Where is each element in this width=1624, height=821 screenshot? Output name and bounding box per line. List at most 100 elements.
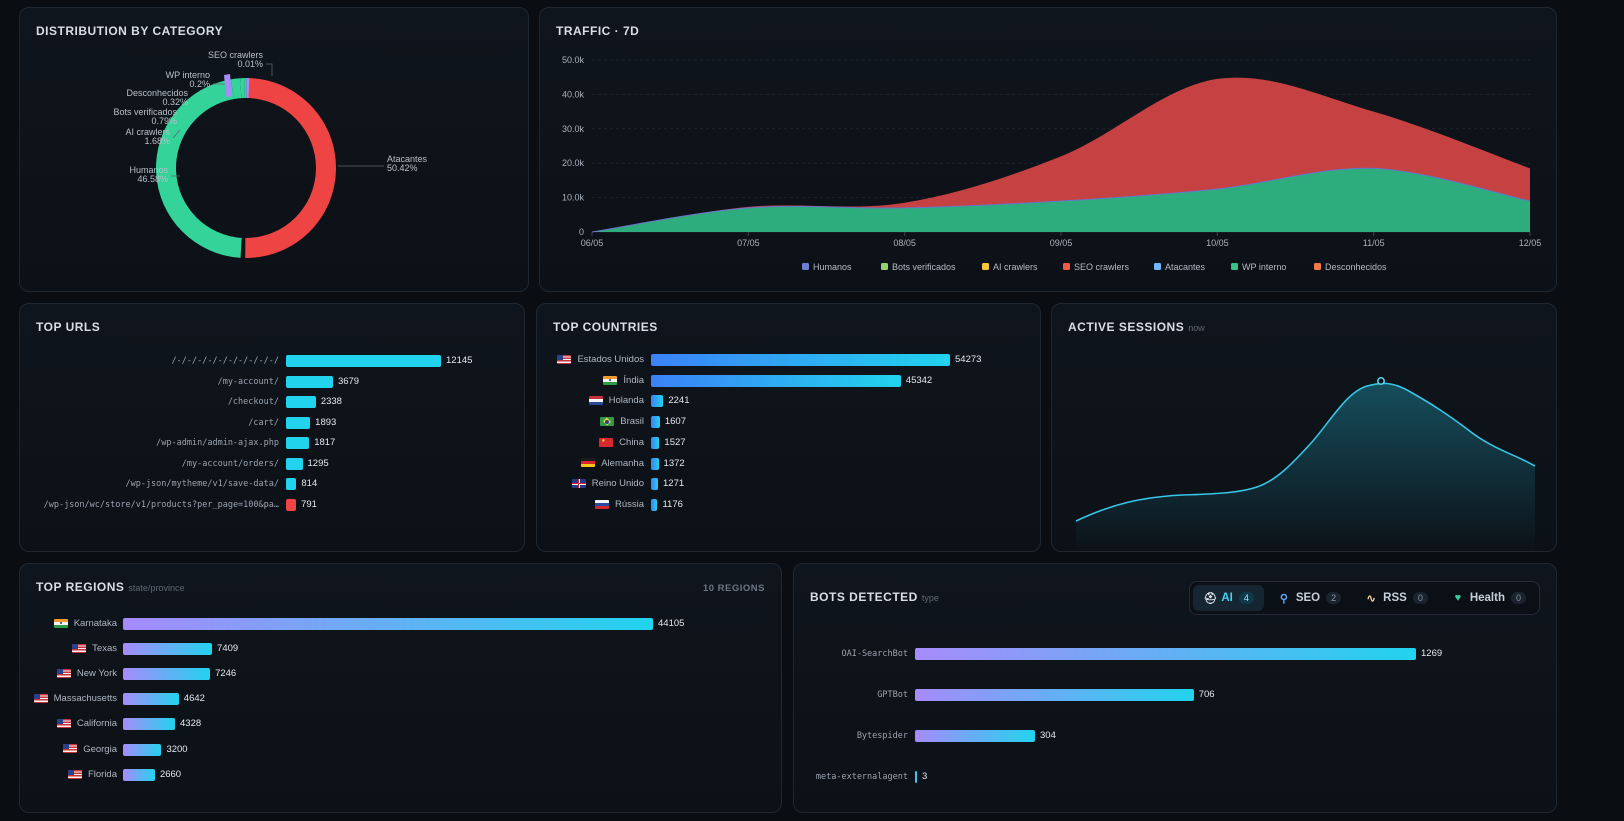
url-row[interactable]: /wp-json/mytheme/v1/save-data/814 [20,477,524,491]
country-row[interactable]: Índia 45342 [537,374,1040,388]
bot-row[interactable]: Bytespider 304 [794,729,1556,743]
bots-title: BOTS DETECTED type [810,590,939,604]
slice-desconhecidos[interactable] [244,78,247,99]
url-row[interactable]: /-/-/-/-/-/-/-/-/-/-/ 12145 [20,354,524,368]
traffic-legend-item[interactable]: WP interno [1231,262,1286,272]
traffic-x-tick: 11/05 [1363,238,1385,248]
flag-us-icon [56,669,71,679]
region-row[interactable]: Massachusetts 4642 [20,692,781,706]
donut-label-pct: 46.58% [137,174,168,184]
url-row[interactable]: /wp-json/wc/store/v1/products?per_page=1… [20,498,524,512]
slice-humanos[interactable] [155,79,242,258]
country-row[interactable]: Brasil 1607 [537,415,1040,429]
tab-rss[interactable]: ∿ RSS 0 [1355,585,1438,611]
distribution-panel: DISTRIBUTION BY CATEGORY SEO crawlers 0.0… [19,7,529,292]
traffic-legend-item[interactable]: Desconhecidos [1314,262,1387,272]
region-row-text: Karnataka [73,618,117,629]
rss-icon: ∿ [1366,592,1376,605]
url-row-value: 1893 [315,416,337,428]
country-row-text: Brasil [620,416,644,428]
donut-leader-line [266,63,273,76]
slice-seo-crawlers[interactable] [247,78,250,99]
traffic-area-wp-interno[interactable] [592,168,1530,232]
active-sessions-title-text: ACTIVE SESSIONS [1068,320,1185,334]
url-row-label: /-/-/-/-/-/-/-/-/-/-/ [20,354,279,368]
top-regions-count: 10 REGIONS [702,583,765,594]
slice-ai-crawlers[interactable] [230,78,242,100]
country-row-label: ★ China [537,436,644,450]
sessions-peak-point[interactable] [1377,377,1385,385]
legend-label: Atacantes [1165,262,1206,272]
region-row-label: Georgia [20,743,117,757]
traffic-legend-item[interactable]: Atacantes [1154,262,1206,272]
flag-nl-icon [588,396,603,406]
region-row-text: Texas [92,643,117,655]
traffic-legend-item[interactable]: Bots verificados [881,262,956,272]
slice-bots-verificados[interactable] [240,78,245,99]
heart-icon: ♥ [1454,592,1462,604]
tab-count-badge: 2 [1326,592,1342,604]
traffic-y-tick: 0 [579,227,584,237]
url-row-text: /wp-admin/admin-ajax.php [156,438,279,448]
region-row-text: New York [76,668,117,680]
url-row-bar [286,478,297,490]
country-row-value: 1271 [663,478,685,490]
bot-row-value: 1269 [1421,648,1443,659]
url-row[interactable]: /my-account/3679 [20,375,524,389]
bot-row[interactable]: meta-externalagent 3 [794,770,1556,784]
url-row-value: 3679 [337,375,360,387]
country-row[interactable]: Reino Unido 1271 [537,477,1040,491]
region-row[interactable]: New York 7246 [20,667,781,681]
top-urls-panel: TOP URLS /-/-/-/-/-/-/-/-/-/-/ 12145/my-a… [19,303,525,552]
country-row-bar [651,436,660,449]
tab-seo[interactable]: ⚲ SEO 2 [1268,585,1351,611]
country-row-value: 54273 [955,354,982,365]
legend-swatch [881,263,888,270]
region-row[interactable]: California 4328 [20,717,781,731]
region-row[interactable]: Texas 7409 [20,642,781,656]
search-icon: ⚲ [1279,592,1288,605]
tab-health[interactable]: ♥ Health 0 [1442,585,1536,611]
bot-row[interactable]: OAI-SearchBot 1269 [794,647,1556,661]
legend-swatch [1231,263,1238,270]
traffic-legend-item[interactable]: AI crawlers [982,262,1038,272]
country-row-bar [651,498,658,511]
slice-atacantes[interactable] [245,78,336,258]
url-row[interactable]: /checkout/2338 [20,395,524,409]
country-row[interactable]: Rússia 1176 [537,498,1040,512]
flag-in-icon [53,618,68,628]
traffic-line-humanos [591,167,1531,233]
legend-label: SEO crawlers [1074,262,1130,272]
region-row[interactable]: Karnataka 44105 [20,617,781,631]
tab-ai[interactable]: ⛑ AI 4 [1193,585,1264,611]
region-row-label: Florida [20,768,117,782]
country-row[interactable]: Holanda 2241 [537,394,1040,408]
tab-label: AI [1221,592,1233,604]
traffic-legend-item[interactable]: Humanos [802,262,852,272]
top-countries-title: TOP COUNTRIES [553,320,658,334]
country-row[interactable]: ★ China 1527 [537,436,1040,450]
country-row-bar [651,478,658,491]
url-row[interactable]: /cart/1893 [20,416,524,430]
url-row-value: 791 [301,498,317,510]
url-row[interactable]: /my-account/orders/1295 [20,457,524,471]
url-row-value: 1817 [314,437,336,448]
country-row[interactable]: Alemanha 1372 [537,457,1040,471]
traffic-legend-item[interactable]: SEO crawlers [1063,262,1130,272]
bot-row[interactable]: GPTBot 706 [794,688,1556,702]
region-row[interactable]: Florida 2660 [20,768,781,782]
url-row-bar [286,457,303,470]
country-row[interactable]: Estados Unidos 54273 [537,353,1040,367]
country-row-bar [651,374,901,387]
legend-swatch [1154,263,1161,270]
region-row[interactable]: Georgia 3200 [20,743,781,757]
traffic-area-atacantes[interactable] [592,77,1530,232]
legend-label: Bots verificados [892,262,956,272]
slice-wp-interno-marker[interactable] [224,74,232,97]
legend-swatch [982,263,989,270]
traffic-title: TRAFFIC · 7D [556,24,640,38]
active-sessions-panel: ACTIVE SESSIONS now [1051,303,1557,552]
url-row[interactable]: /wp-admin/admin-ajax.php 1817 [20,436,524,450]
